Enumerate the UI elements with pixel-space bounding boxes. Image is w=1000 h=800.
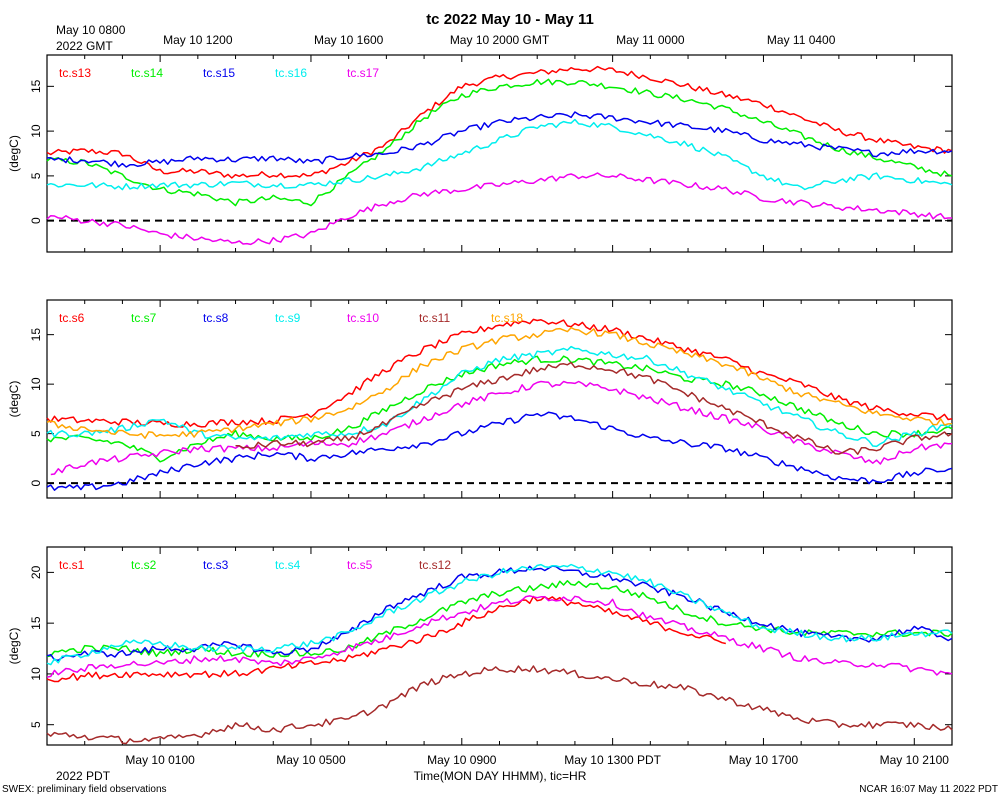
legend-tc-s18: tc.s18 <box>491 311 523 325</box>
top-axis-label: May 10 1200 <box>163 33 233 47</box>
legend-tc-s17: tc.s17 <box>347 66 379 80</box>
top-axis-first-label: May 10 0800 <box>56 23 126 37</box>
y-tick-label: 15 <box>29 79 43 93</box>
series-line-tc-s1 <box>46 595 726 683</box>
y-tick-label: 15 <box>29 328 43 342</box>
series-line-tc-s13 <box>46 65 953 179</box>
plot-frame <box>46 54 953 253</box>
y-tick-label: 15 <box>29 616 43 630</box>
y-tick-label: 0 <box>29 479 43 486</box>
y-axis-title: (degC) <box>7 381 21 418</box>
y-tick-label: 10 <box>29 377 43 391</box>
y-axis-title: (degC) <box>7 135 21 172</box>
bottom-axis-labels: May 10 0100 May 10 0500 May 10 0900 May 10 … <box>125 753 949 767</box>
top-axis-first-label-year: 2022 GMT <box>56 39 113 53</box>
y-tick-label: 20 <box>29 565 43 579</box>
legend-tc-s1: tc.s1 <box>59 558 85 572</box>
y-tick-label: 5 <box>29 172 43 179</box>
series-line-tc-s18 <box>46 326 953 439</box>
legend-tc-s16: tc.s16 <box>275 66 307 80</box>
chart-title: tc 2022 May 10 - May 11 <box>426 11 594 28</box>
legend-tc-s4: tc.s4 <box>275 558 301 572</box>
bottom-axis-label: May 10 1700 <box>729 753 799 767</box>
legend-tc-s12: tc.s12 <box>419 558 451 572</box>
top-axis-labels: May 10 1200 May 10 1600 May 10 2000 GMT May… <box>163 33 836 47</box>
series-line-tc-s14 <box>46 78 953 207</box>
bottom-axis-label: May 10 0100 <box>125 753 195 767</box>
series-line-tc-s5 <box>46 595 953 678</box>
x-axis-title: Time(MON DAY HHMM), tic=HR <box>414 769 587 783</box>
footer-right: NCAR 16:07 May 11 2022 PDT <box>859 784 998 795</box>
top-axis-label: May 10 1600 <box>314 33 384 47</box>
series-line-tc-s6 <box>46 318 953 428</box>
legend-tc-s15: tc.s15 <box>203 66 235 80</box>
y-tick-label: 10 <box>29 124 43 138</box>
bottom-axis-label: May 10 0900 <box>427 753 497 767</box>
legend-tc-s13: tc.s13 <box>59 66 91 80</box>
y-tick-label: 0 <box>29 217 43 224</box>
panel-top: 0 5 10 15 (degC) tc.s13 tc.s14 tc.s15 tc.s16 tc.s… <box>7 54 953 253</box>
y-tick-label: 5 <box>29 430 43 437</box>
bottom-axis-label: May 10 0500 <box>276 753 346 767</box>
legend-tc-s14: tc.s14 <box>131 66 163 80</box>
y-tick-label: 10 <box>29 667 43 681</box>
series-line-tc-s8 <box>46 411 953 491</box>
legend-tc-s5: tc.s5 <box>347 558 373 572</box>
plot-frame <box>46 299 953 499</box>
legend-tc-s11: tc.s11 <box>419 311 450 325</box>
series-line-tc-s17 <box>46 172 952 246</box>
series-line-tc-s11 <box>235 361 953 455</box>
legend-tc-s3: tc.s3 <box>203 558 229 572</box>
legend-tc-s10: tc.s10 <box>347 311 379 325</box>
y-axis-title: (degC) <box>7 628 21 665</box>
bottom-axis-label: May 10 1300 PDT <box>564 753 661 767</box>
bottom-axis-year-label: 2022 PDT <box>56 769 111 783</box>
series-line-tc-s12 <box>46 665 953 745</box>
top-axis-label: May 11 0000 <box>616 33 685 47</box>
top-axis-label: May 11 0400 <box>767 33 836 47</box>
top-axis-label: May 10 2000 GMT <box>450 33 550 47</box>
panel-bottom: 5 10 15 20 (degC) tc.s1 tc.s2 tc.s3 tc.s4 tc.s5 tc… <box>7 546 953 746</box>
legend-tc-s7: tc.s7 <box>131 311 157 325</box>
series-line-tc-s16 <box>46 118 953 191</box>
series-line-tc-s10 <box>50 380 953 476</box>
panel-middle: 0 5 10 15 (degC) tc.s6 tc.s7 tc.s8 tc.s9 tc.s10 tc… <box>7 299 953 499</box>
legend-tc-s2: tc.s2 <box>131 558 157 572</box>
series-line-tc-s7 <box>46 355 953 463</box>
bottom-axis-label: May 10 2100 <box>880 753 950 767</box>
footer-left: SWEX: preliminary field observations <box>2 784 167 795</box>
legend-tc-s9: tc.s9 <box>275 311 301 325</box>
legend-tc-s6: tc.s6 <box>59 311 85 325</box>
series-line-tc-s4 <box>46 563 953 666</box>
legend-tc-s8: tc.s8 <box>203 311 229 325</box>
y-tick-label: 5 <box>29 721 43 728</box>
series-line-tc-s15 <box>46 111 953 168</box>
